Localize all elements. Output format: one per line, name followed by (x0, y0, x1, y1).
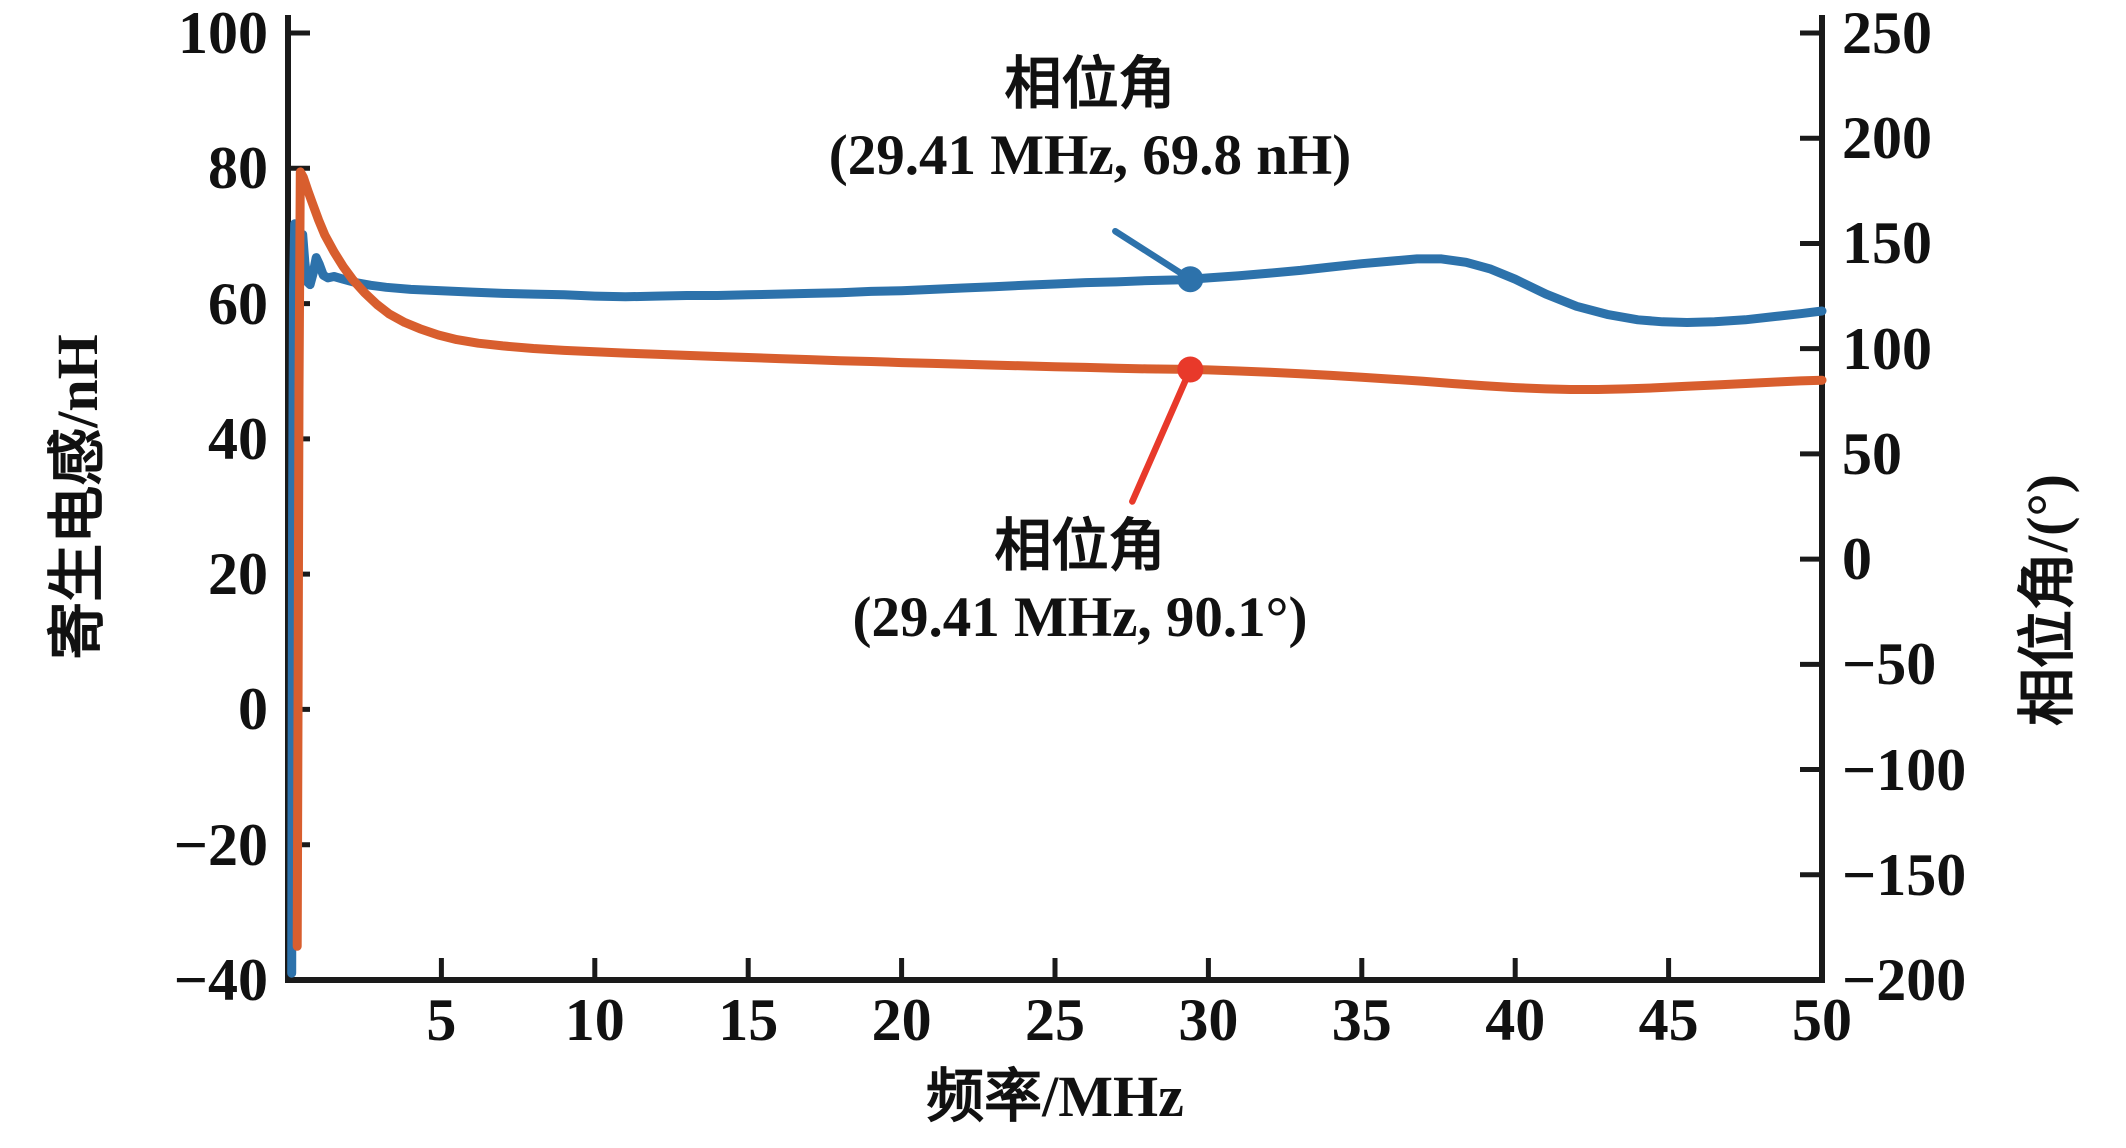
left-tick-label: 100 (178, 0, 268, 66)
annotation-phase-value: (29.41 MHz, 90.1°) (852, 585, 1308, 649)
right-axis-title: 相位角/(°) (2015, 474, 2080, 726)
left-tick-label: 60 (208, 270, 268, 337)
right-tick-label: 50 (1842, 420, 1902, 487)
phase-curve (292, 167, 1827, 951)
left-tick-label: 40 (208, 405, 268, 472)
left-tick-label: −40 (173, 947, 268, 1013)
right-tick-label: 0 (1842, 526, 1872, 593)
right-tick-label: −150 (1842, 841, 1967, 908)
right-tick-label: −200 (1842, 947, 1967, 1013)
annotation-phase-point: 相位角 (29.41 MHz, 90.1°) (720, 512, 1440, 653)
right-tick-label: 250 (1842, 0, 1932, 66)
annotation-leader-line (1112, 227, 1194, 283)
x-tick-label: 5 (426, 987, 457, 1053)
left-tick-label: 0 (238, 676, 268, 743)
right-tick-label: −100 (1842, 736, 1967, 803)
left-tick-label: −20 (173, 811, 268, 878)
x-tick-label: 30 (1178, 987, 1239, 1053)
x-tick-label: 25 (1025, 987, 1085, 1053)
left-tick-label: 20 (208, 541, 268, 608)
x-tick-label: 15 (718, 987, 779, 1053)
right-tick-label: −50 (1842, 631, 1937, 698)
x-tick-label: 20 (871, 987, 932, 1053)
right-tick-label: 100 (1842, 315, 1932, 382)
x-tick-label: 35 (1331, 987, 1392, 1053)
annotation-marker (1177, 356, 1204, 383)
annotation-leader-line (1129, 366, 1194, 505)
right-tick-label: 150 (1842, 210, 1932, 277)
x-axis-title: 频率/MHz (926, 1064, 1184, 1129)
x-tick-label: 10 (564, 987, 625, 1053)
left-tick-label: 80 (208, 135, 268, 202)
x-tick-label: 40 (1485, 987, 1546, 1053)
right-tick-label: 200 (1842, 105, 1932, 172)
x-tick-label: 45 (1638, 987, 1699, 1053)
left-axis-title: 寄生电感/nH (45, 334, 110, 660)
annotation-marker (1177, 266, 1204, 293)
annotation-inductance-label: 相位角 (1004, 53, 1176, 116)
annotation-inductance-point: 相位角 (29.41 MHz, 69.8 nH) (730, 50, 1450, 191)
annotation-inductance-value: (29.41 MHz, 69.8 nH) (828, 123, 1352, 187)
inductance-curve (287, 219, 1827, 978)
annotation-phase-label: 相位角 (994, 515, 1166, 578)
x-tick-label: 50 (1792, 987, 1852, 1053)
